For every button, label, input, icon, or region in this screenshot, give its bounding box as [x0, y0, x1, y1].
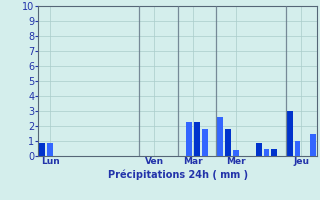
Bar [295, 141, 300, 156]
Bar [233, 150, 238, 156]
Bar [194, 121, 200, 156]
Bar [186, 121, 192, 156]
Bar [287, 111, 292, 156]
Bar [225, 129, 231, 156]
Bar [256, 142, 262, 156]
Bar [39, 142, 45, 156]
Bar [202, 129, 208, 156]
X-axis label: Précipitations 24h ( mm ): Précipitations 24h ( mm ) [108, 169, 248, 180]
Bar [310, 134, 316, 156]
Bar [271, 148, 277, 156]
Bar [264, 148, 269, 156]
Bar [47, 142, 53, 156]
Bar [217, 117, 223, 156]
